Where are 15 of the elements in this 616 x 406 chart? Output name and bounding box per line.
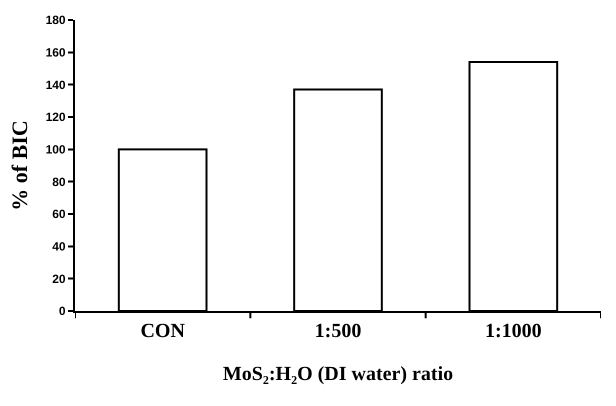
x-tick-label: CON <box>140 320 186 342</box>
y-tick-label: 160 <box>46 46 66 60</box>
x-axis-title: MoS₂:H₂O (DI water) ratio <box>222 363 454 385</box>
y-tick-label: 120 <box>46 110 66 124</box>
x-tick-label: 1:500 <box>314 320 362 342</box>
y-tick-label: 40 <box>52 240 66 254</box>
y-tick-label: 100 <box>46 142 66 157</box>
y-tick-label: 140 <box>46 78 66 92</box>
y-tick-label: 180 <box>46 13 66 28</box>
y-tick-label: 0 <box>58 304 66 318</box>
y-tick-label: 80 <box>52 174 66 189</box>
y-tick-label: 20 <box>52 272 66 286</box>
x-tick-label: 1:1000 <box>484 320 542 342</box>
y-axis-title: % of BIC <box>6 120 32 211</box>
y-tick-label: 60 <box>52 207 66 222</box>
